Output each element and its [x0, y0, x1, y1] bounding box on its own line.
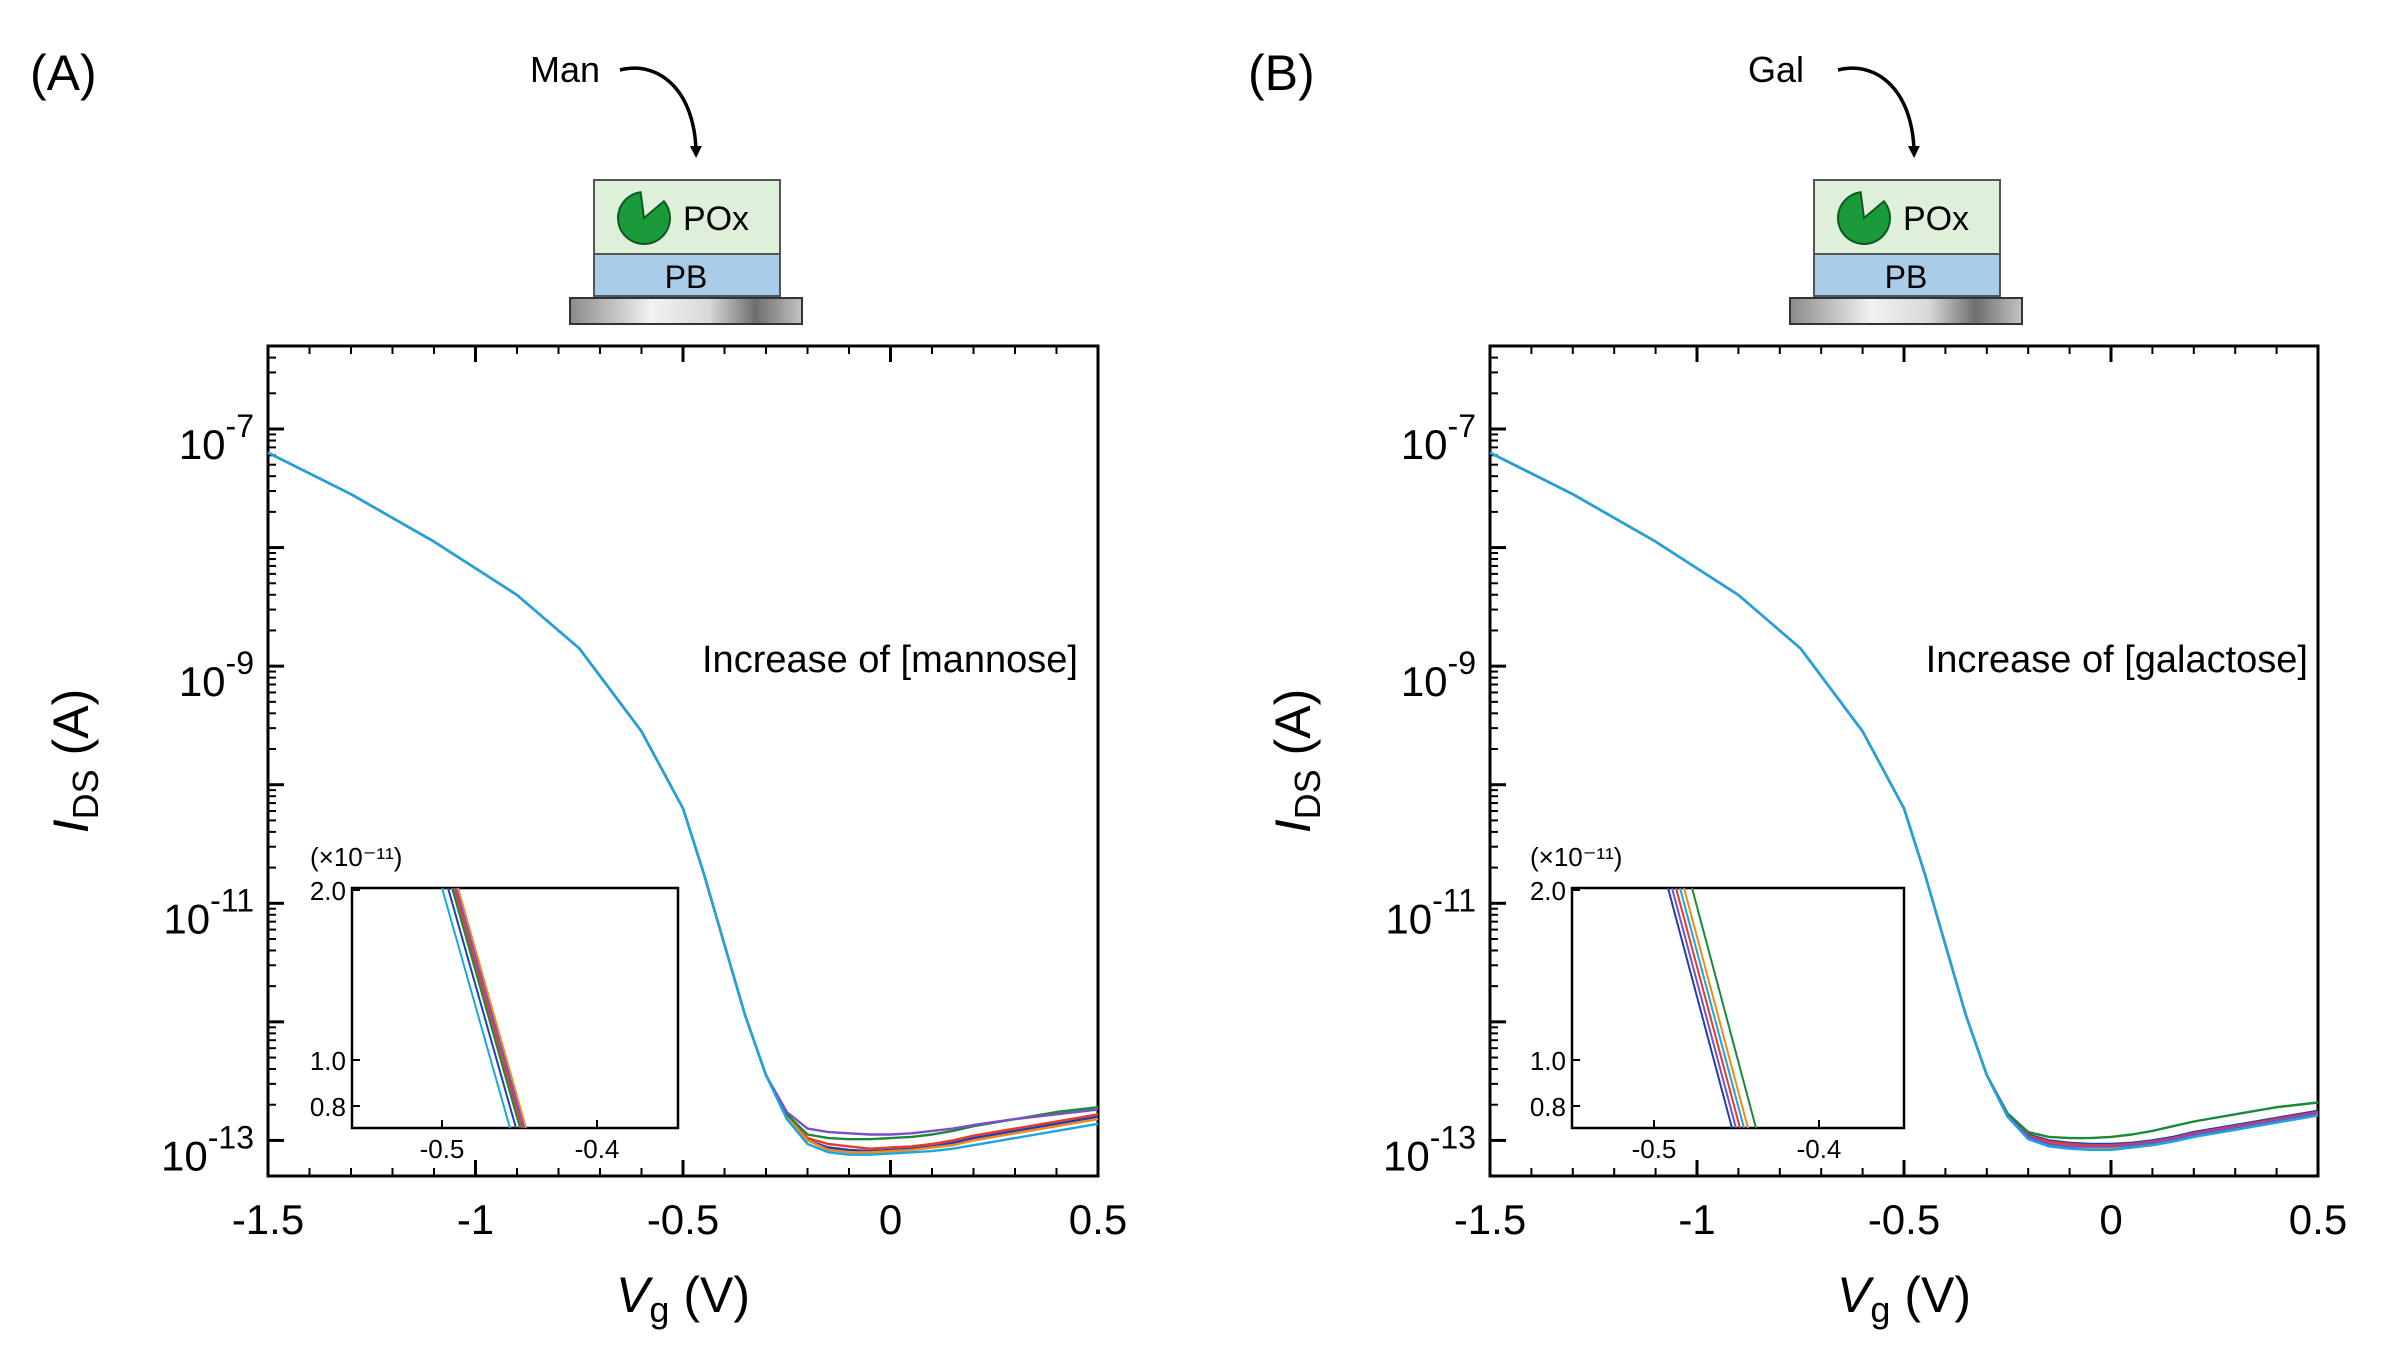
x-tick-label: 0 — [2099, 1196, 2122, 1243]
annotation-text: Increase of [galactose] — [1926, 639, 2308, 681]
analyte-arrow — [619, 66, 702, 158]
y-tick-label: 10-11 — [163, 882, 254, 942]
enzyme-icon — [1837, 191, 1891, 245]
x-tick-label: -0.5 — [647, 1196, 719, 1243]
electrode-substrate — [569, 297, 803, 325]
inset-y-tick-label: 2.0 — [310, 876, 346, 906]
inset-x-tick-label: -0.4 — [575, 1134, 620, 1164]
y-tick-label: 10-7 — [1401, 408, 1476, 468]
analyte-label: Man — [530, 49, 600, 90]
series-group — [267, 451, 1099, 1156]
panel-a: (A) POx PB Man -1.5 -1 -0.5 0 0.5 10-7 10-9 10-11 10… — [30, 45, 1127, 1330]
inset-series-line-c4 — [451, 887, 521, 1129]
y-tick-label: 10-13 — [1383, 1119, 1476, 1179]
y-tick-label: 10-11 — [1385, 882, 1476, 942]
annotation-text: Increase of [mannose] — [702, 639, 1078, 681]
inset-series-line-c2 — [453, 887, 523, 1129]
electrode-substrate — [1789, 297, 2023, 325]
x-tick-label: 0.5 — [1069, 1196, 1127, 1243]
series-line-c6 — [1489, 451, 2319, 1152]
y-axis-label: IDS (A) — [43, 689, 106, 833]
series-line-c6 — [267, 451, 1099, 1156]
inset-x-tick-label: -0.5 — [1632, 1134, 1677, 1164]
panel-label: (A) — [30, 45, 97, 101]
x-axis-label: Vg (V) — [616, 1267, 750, 1330]
device-schematic: POx PB — [569, 179, 803, 325]
inset-series-line-c2 — [1675, 887, 1741, 1129]
y-axis-label: IDS (A) — [1265, 689, 1328, 833]
inset-series-line-c3 — [1683, 887, 1749, 1129]
panel-b: (B) POx PB Gal -1.5 -1 -0.5 0 0.5 10-7 10-9 10-11 10… — [1248, 45, 2347, 1330]
pb-layer — [1813, 253, 2001, 297]
inset-series-line-c4 — [1691, 887, 1757, 1129]
x-tick-label: -1.5 — [1454, 1196, 1526, 1243]
inset-y-tick-label: 1.0 — [310, 1046, 346, 1076]
inset: (×10⁻¹¹) 2.0 1.0 0.8 -0.5 -0.4 — [1530, 842, 1906, 1164]
device-schematic: POx PB — [1789, 179, 2023, 325]
inset-y-tick-label: 0.8 — [1530, 1092, 1566, 1122]
inset-exponent-label: (×10⁻¹¹) — [310, 842, 402, 872]
x-tick-label: -1 — [1678, 1196, 1715, 1243]
analyte-label: Gal — [1748, 49, 1804, 90]
y-tick-label: 10-9 — [1401, 645, 1476, 705]
series-group — [1489, 451, 2319, 1152]
x-tick-label: -1.5 — [232, 1196, 304, 1243]
enzyme-icon — [617, 191, 671, 245]
pb-label: PB — [665, 259, 708, 295]
analyte-arrow — [1837, 66, 1920, 158]
inset-series-line-c5 — [455, 887, 525, 1129]
inset-series-line-c6 — [1679, 887, 1745, 1129]
inset-y-tick-label: 0.8 — [310, 1092, 346, 1122]
x-tick-label: -0.5 — [1868, 1196, 1940, 1243]
inset-series-line-c1 — [1667, 887, 1733, 1129]
y-tick-label: 10-7 — [179, 408, 254, 468]
x-tick-label: 0 — [879, 1196, 902, 1243]
inset-x-tick-label: -0.4 — [1797, 1134, 1842, 1164]
inset-series-line-c6 — [441, 887, 511, 1129]
pox-label: POx — [1903, 200, 1969, 238]
inset-x-tick-label: -0.5 — [420, 1134, 465, 1164]
inset-exponent-label: (×10⁻¹¹) — [1530, 842, 1622, 872]
pb-label: PB — [1885, 259, 1928, 295]
inset-series-line-c5 — [1671, 887, 1737, 1129]
x-axis-label: Vg (V) — [1837, 1267, 1971, 1330]
x-tick-label: -1 — [457, 1196, 494, 1243]
y-tick-label: 10-9 — [179, 645, 254, 705]
pb-layer — [593, 253, 781, 297]
inset-series-line-c1 — [447, 887, 517, 1129]
inset-series-line-c3 — [457, 887, 527, 1129]
y-tick-label: 10-13 — [161, 1119, 254, 1179]
inset: (×10⁻¹¹) 2.0 1.0 0.8 -0.5 -0.4 — [310, 842, 680, 1164]
inset-y-tick-label: 2.0 — [1530, 876, 1566, 906]
x-tick-label: 0.5 — [2289, 1196, 2347, 1243]
pox-label: POx — [683, 200, 749, 238]
panel-label: (B) — [1248, 45, 1315, 101]
inset-y-tick-label: 1.0 — [1530, 1046, 1566, 1076]
